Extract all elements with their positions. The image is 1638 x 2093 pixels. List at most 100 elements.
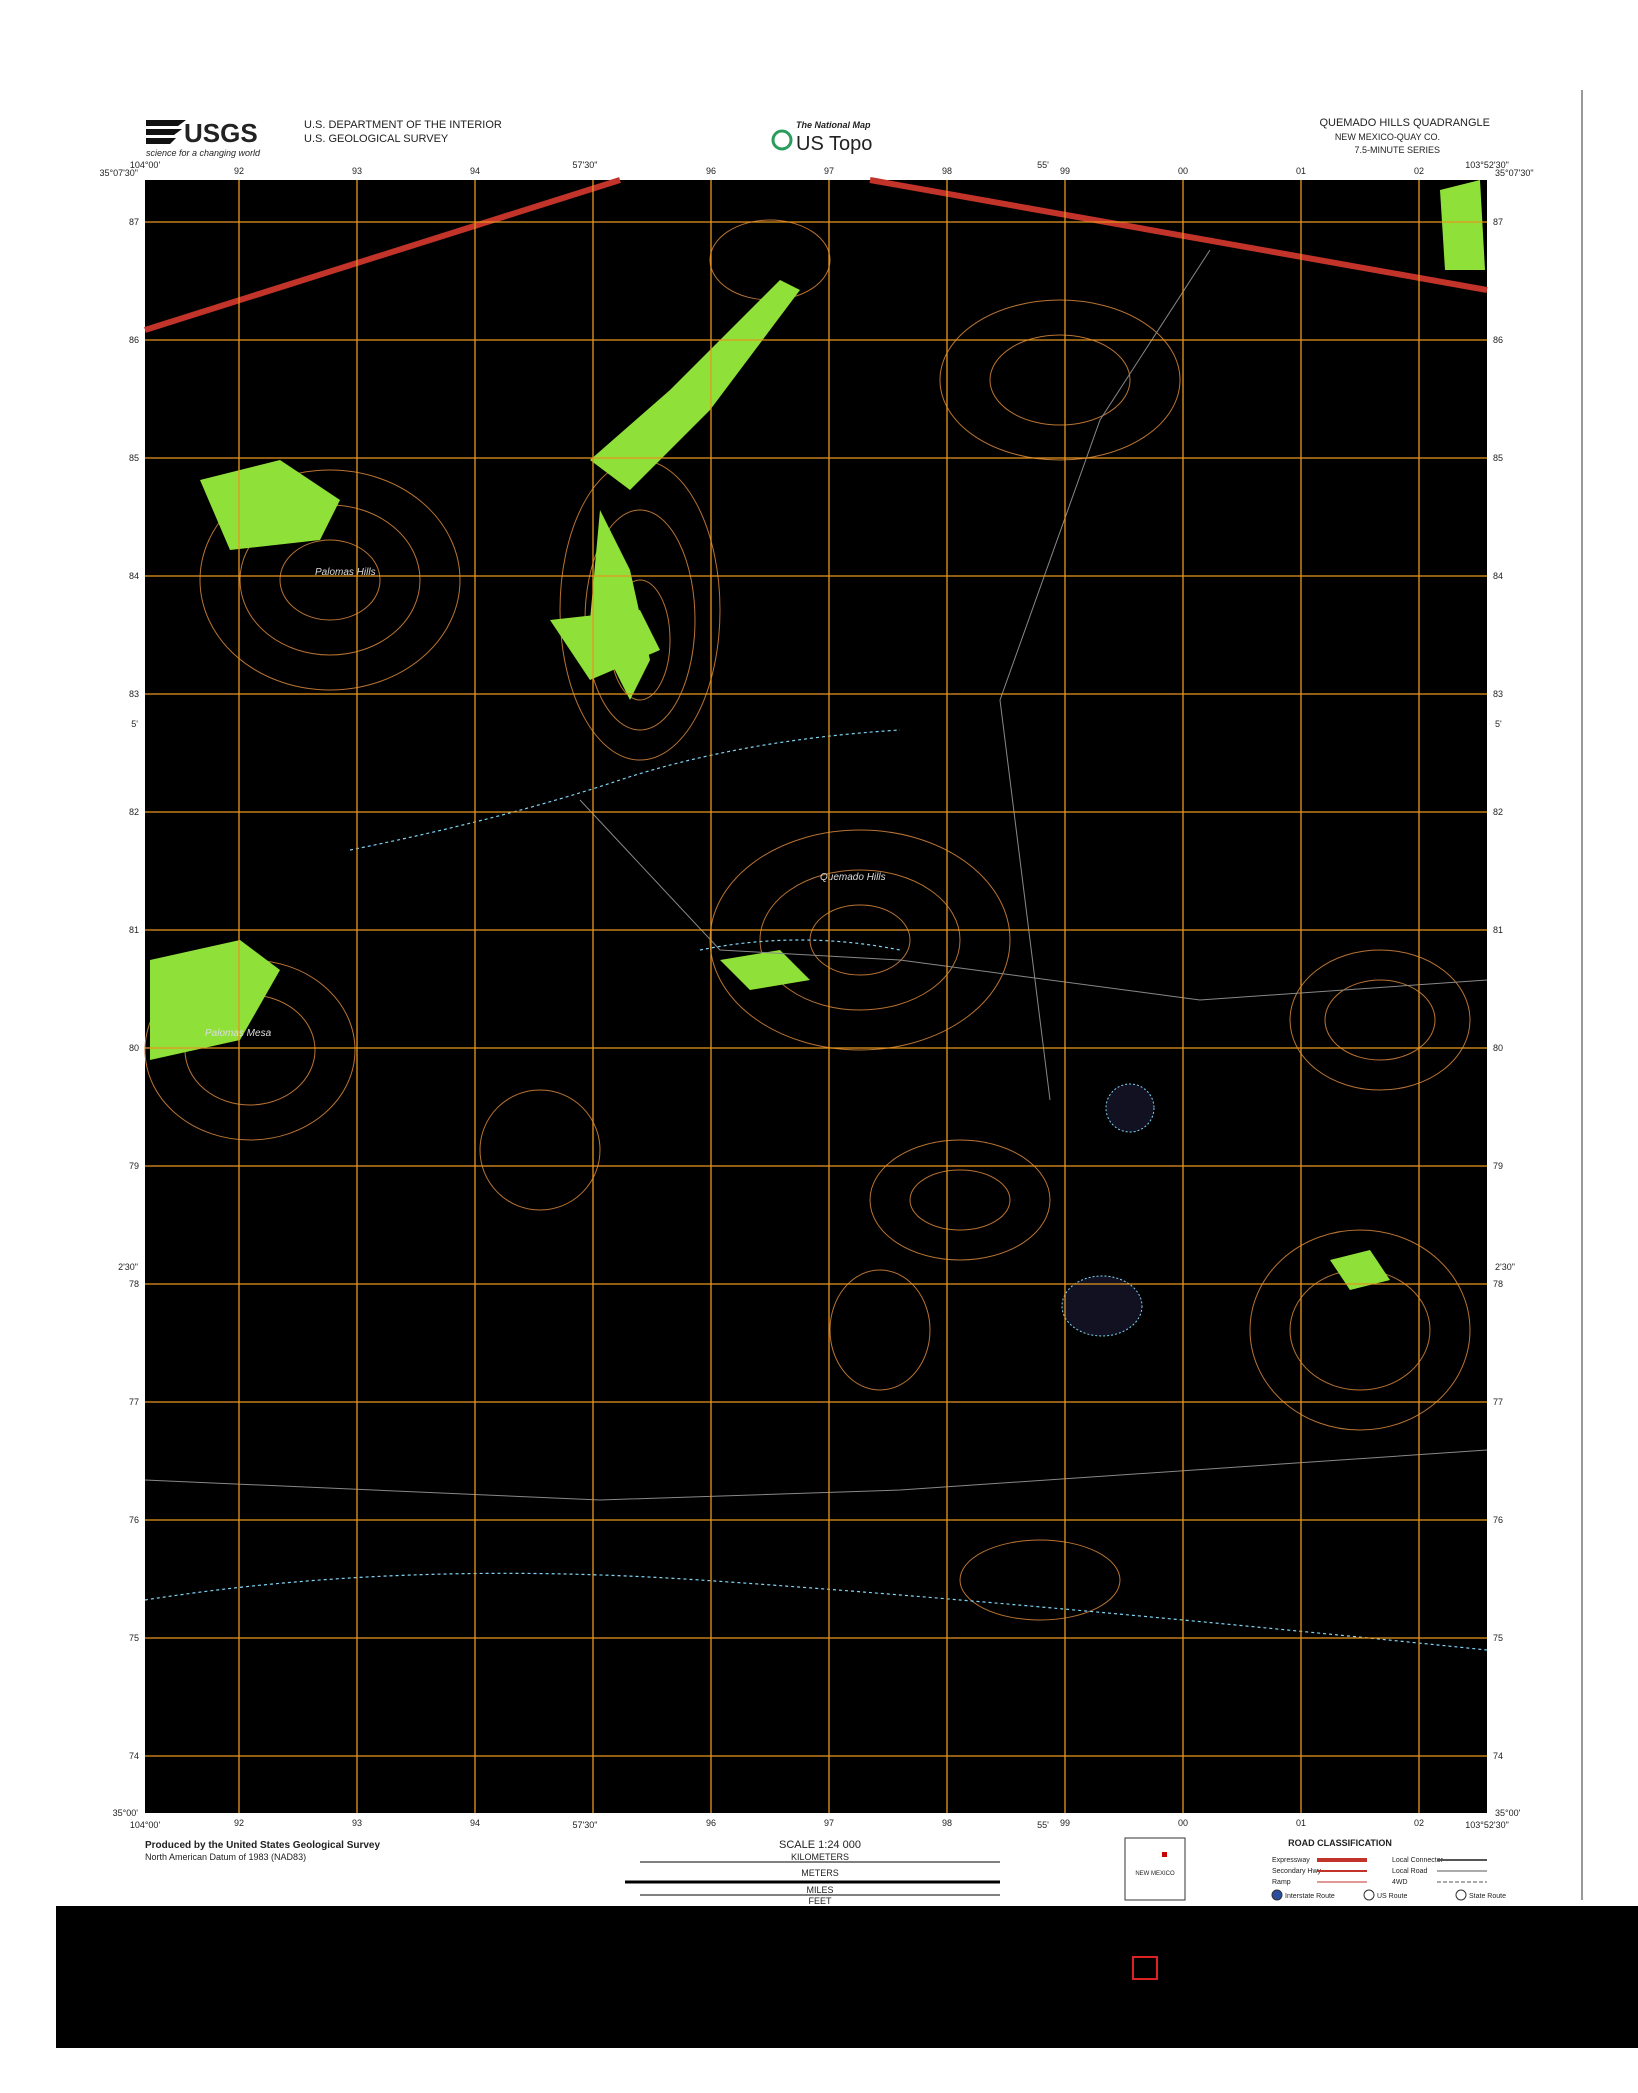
northing-label: 81: [1493, 925, 1503, 935]
northing-label: 82: [1493, 807, 1503, 817]
easting-label: 92: [234, 1818, 244, 1828]
quad-location: [1162, 1852, 1167, 1857]
state-locator: [1124, 1837, 1186, 1901]
place-name: Palomas Hills: [315, 567, 376, 578]
mid-longitude: 57'30": [573, 160, 598, 170]
mid-longitude: 57'30": [573, 1820, 598, 1830]
product-line: The National Map: [796, 120, 871, 130]
route-type: US Route: [1377, 1893, 1407, 1900]
easting-label: 99: [1060, 166, 1070, 176]
state-county: NEW MEXICO-QUAY CO.: [1335, 132, 1440, 142]
easting-label: 98: [942, 1818, 952, 1828]
easting-label: 93: [352, 1818, 362, 1828]
logo-tagline: science for a changing world: [146, 148, 261, 158]
northing-label: 85: [1493, 453, 1503, 463]
northing-label: 77: [129, 1397, 139, 1407]
pond: [1105, 1083, 1155, 1133]
easting-label: 94: [470, 166, 480, 176]
easting-label: 00: [1178, 1818, 1188, 1828]
streams: [144, 729, 1488, 1651]
northing-label: 74: [1493, 1751, 1503, 1761]
state-label: NEW MEXICO: [1135, 1871, 1175, 1877]
easting-label: 93: [352, 166, 362, 176]
close-button[interactable]: [1132, 1956, 1158, 1980]
roads: [144, 249, 1488, 1501]
corner-longitude: 103°52'30": [1465, 1820, 1509, 1830]
northing-label: 82: [129, 807, 139, 817]
mid-latitude: 5': [1495, 719, 1502, 729]
corner-longitude: 103°52'30": [1465, 160, 1509, 170]
corner-latitude: 35°00': [1495, 1808, 1521, 1818]
mid-latitude: 2'30": [1495, 1262, 1515, 1272]
northing-label: 86: [1493, 335, 1503, 345]
northing-label: 84: [129, 571, 139, 581]
place-name: Palomas Mesa: [205, 1028, 272, 1039]
pond: [1061, 1275, 1143, 1337]
datum-notes: North American Datum of 1983 (NAD83): [145, 1852, 306, 1862]
mid-latitude: 2'30": [118, 1262, 138, 1272]
road-type: Ramp: [1272, 1879, 1291, 1886]
northing-label: 87: [1493, 217, 1503, 227]
route-type: Interstate Route: [1285, 1893, 1335, 1900]
route-shield: [1455, 1889, 1467, 1901]
contours: [144, 219, 1471, 1621]
corner-longitude: 104°00': [130, 160, 161, 170]
bottom-bar: [56, 1906, 1638, 2048]
road-classification: ROAD CLASSIFICATION: [1288, 1838, 1392, 1848]
logo-mark: [146, 120, 186, 144]
scale-unit: METERS: [801, 1868, 839, 1878]
mid-latitude: 5': [131, 719, 138, 729]
northing-label: 83: [1493, 689, 1503, 699]
northing-label: 76: [1493, 1515, 1503, 1525]
northing-label: 75: [1493, 1633, 1503, 1643]
northing-label: 78: [1493, 1279, 1503, 1289]
corner-longitude: 104°00': [130, 1820, 161, 1830]
scale-bars: [625, 1861, 1000, 1896]
road-type: Secondary Hwy: [1272, 1868, 1322, 1875]
road-type: Expressway: [1272, 1857, 1310, 1864]
northing-label: 77: [1493, 1397, 1503, 1407]
northing-label: 79: [1493, 1161, 1503, 1171]
scale: SCALE 1:24 000: [779, 1839, 861, 1851]
producer: Produced by the United States Geological…: [145, 1840, 380, 1851]
series: 7.5-MINUTE SERIES: [1354, 145, 1440, 155]
easting-label: 96: [706, 1818, 716, 1828]
northing-label: 85: [129, 453, 139, 463]
scale-unit: KILOMETERS: [791, 1852, 849, 1862]
interstate: [144, 177, 1488, 333]
northing-label: 86: [129, 335, 139, 345]
road-type: Local Road: [1392, 1868, 1428, 1875]
northing-label: 76: [129, 1515, 139, 1525]
northing-label: 87: [129, 217, 139, 227]
easting-label: 98: [942, 166, 952, 176]
northing-label: 80: [129, 1043, 139, 1053]
easting-label: 00: [1178, 166, 1188, 176]
map-background: [145, 180, 1487, 1813]
easting-label: 02: [1414, 1818, 1424, 1828]
vegetation: [150, 180, 1485, 1290]
northing-label: 83: [129, 689, 139, 699]
easting-label: 01: [1296, 166, 1306, 176]
road-type: 4WD: [1392, 1879, 1408, 1886]
route-type: State Route: [1469, 1893, 1506, 1900]
northing-label: 74: [129, 1751, 139, 1761]
easting-label: 99: [1060, 1818, 1070, 1828]
scale-unit: MILES: [806, 1885, 833, 1895]
scale-unit: FEET: [808, 1896, 832, 1906]
mid-longitude: 55': [1037, 1820, 1049, 1830]
usgs-logo: USGS science for a changing world: [146, 118, 261, 158]
logo-text: USGS: [184, 118, 258, 148]
map-body: Palomas Mesa Palomas Hills Quemado Hills: [144, 177, 1488, 1813]
route-shield: [1363, 1889, 1375, 1901]
road-type: Local Connector: [1392, 1857, 1444, 1864]
us-topo-icon: [771, 129, 793, 151]
northing-label: 80: [1493, 1043, 1503, 1053]
place-name: Quemado Hills: [820, 872, 886, 883]
easting-label: 97: [824, 1818, 834, 1828]
easting-label: 94: [470, 1818, 480, 1828]
mid-longitude: 55': [1037, 160, 1049, 170]
quadrangle-name: QUEMADO HILLS QUADRANGLE: [1319, 117, 1490, 129]
road-legend: Expressway Secondary Hwy Ramp Local Connect…: [1271, 1857, 1506, 1901]
